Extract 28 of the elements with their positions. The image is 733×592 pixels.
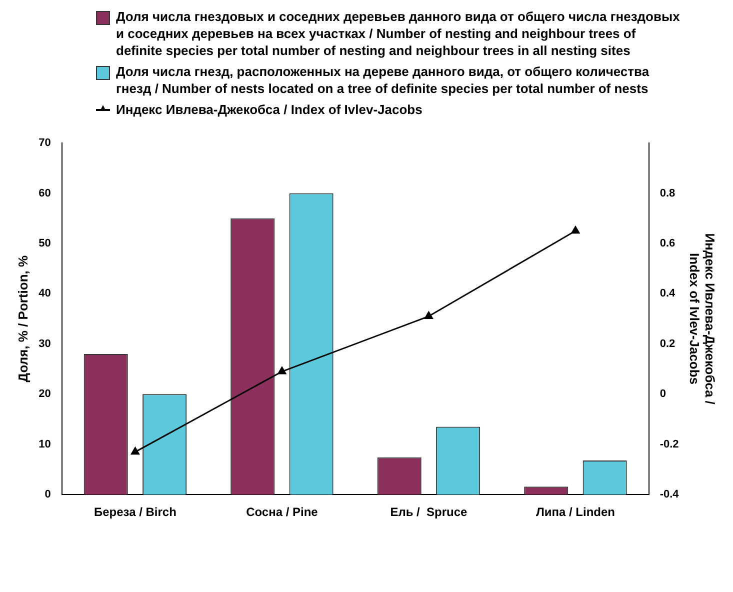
legend-label: Доля числа гнездовых и соседних деревьев данного вида от общего числа гнездовых и соседних деревьев на всех участках / Number of nesting and neighbour trees of definite species per total number of nesting and neighbour trees in all nesting sites	[116, 8, 681, 59]
y2-tick-label: -0.2	[660, 438, 679, 450]
y-axis-title: Доля, % / Portion, %	[15, 254, 30, 382]
y-tick-label: 70	[38, 137, 51, 150]
point	[131, 447, 140, 455]
x-tick-label: Сосна / Pine	[246, 505, 318, 520]
y-tick-label: 40	[38, 288, 51, 300]
y-tick-label: 10	[38, 438, 51, 450]
y-tick-label: 20	[38, 388, 51, 400]
y-tick-label: 0	[44, 488, 51, 501]
y2-tick-label: -0.4	[660, 488, 680, 501]
legend-label: Доля числа гнезд, расположенных на дереве данного вида, от общего количества гнезд / Number of nests located on a tree of definite species per total number of nests	[116, 63, 650, 97]
y2-axis-title: Индекс Ивлева-Джекобса / Index of Ivlev-Jacobs	[687, 233, 718, 405]
point	[424, 312, 433, 320]
point	[278, 366, 286, 374]
y-tick-label: 50	[38, 237, 51, 250]
y2-tick-label: 0	[660, 388, 666, 400]
legend-label: Индекс Ивлева-Джекобса / Index of Ivlev-Jacobs	[116, 101, 422, 119]
x-tick-label: Липа / Linden	[536, 505, 615, 520]
x-tick-label: Ель / Spruce	[390, 505, 468, 520]
y2-tick-label: 0.8	[660, 187, 676, 200]
x-tick-label: Береза / Birch	[94, 505, 176, 520]
y2-tick-label: 0.2	[660, 338, 676, 350]
point	[571, 226, 580, 234]
y2-tick-label: 0.4	[660, 288, 676, 300]
y-tick-label: 30	[38, 338, 51, 350]
y-tick-label: 60	[38, 187, 51, 200]
y2-tick-label: 0.6	[660, 237, 676, 250]
